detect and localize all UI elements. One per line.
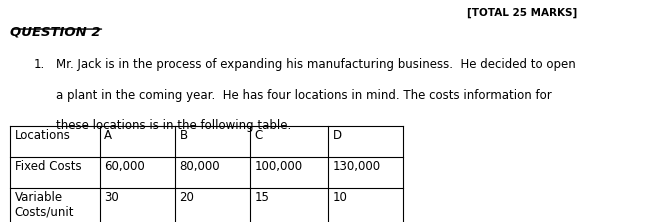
- Text: 15: 15: [255, 191, 270, 204]
- Text: 130,000: 130,000: [333, 160, 381, 173]
- Text: QUESTION 2: QUESTION 2: [10, 26, 101, 38]
- Text: Locations: Locations: [15, 129, 71, 142]
- Text: 80,000: 80,000: [179, 160, 220, 173]
- Text: 30: 30: [104, 191, 119, 204]
- Text: Mr. Jack is in the process of expanding his manufacturing business.  He decided : Mr. Jack is in the process of expanding …: [56, 57, 576, 71]
- Text: A: A: [104, 129, 113, 142]
- Text: 20: 20: [179, 191, 194, 204]
- Text: Variable
Costs/unit: Variable Costs/unit: [15, 191, 74, 219]
- Text: Fixed Costs: Fixed Costs: [15, 160, 82, 173]
- Text: 1.: 1.: [33, 57, 45, 71]
- Text: [TOTAL 25 MARKS]: [TOTAL 25 MARKS]: [466, 7, 576, 18]
- Text: these locations is in the following table.: these locations is in the following tabl…: [56, 119, 292, 132]
- Text: D: D: [333, 129, 342, 142]
- Text: 10: 10: [333, 191, 347, 204]
- Text: 60,000: 60,000: [104, 160, 145, 173]
- Text: 100,000: 100,000: [255, 160, 303, 173]
- Text: C: C: [255, 129, 263, 142]
- Text: B: B: [179, 129, 188, 142]
- Text: a plant in the coming year.  He has four locations in mind. The costs informatio: a plant in the coming year. He has four …: [56, 89, 552, 102]
